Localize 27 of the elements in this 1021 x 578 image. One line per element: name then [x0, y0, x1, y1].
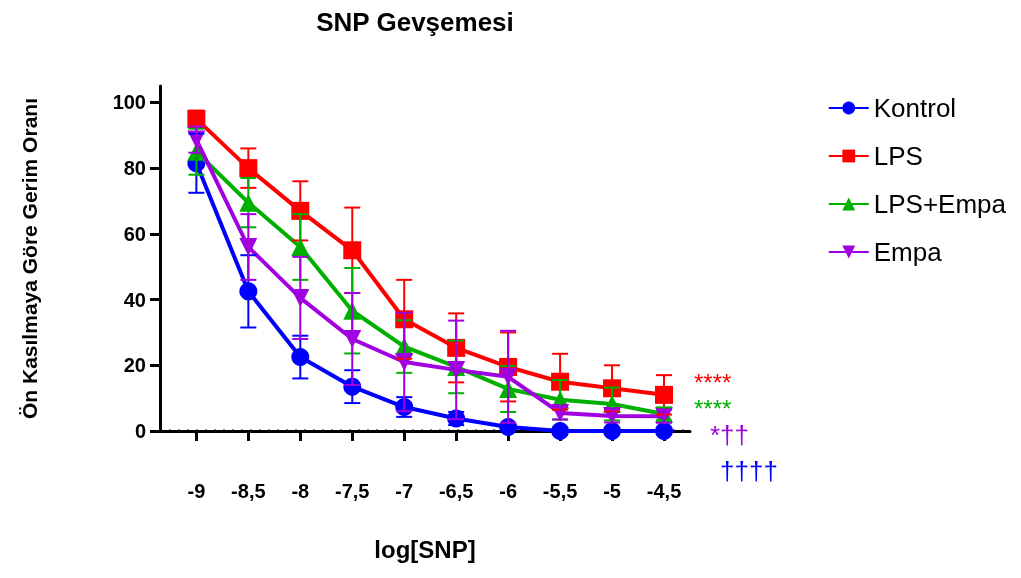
x-tick-label: -9 [187, 480, 206, 502]
y-axis-title: Ön Kasılmaya Göre Gerim Oranı [18, 98, 41, 419]
chart-title: SNP Gevşemesi [316, 7, 514, 37]
x-tick-label: -8,5 [231, 480, 266, 502]
text: **** [694, 394, 732, 422]
y-tick-label: 60 [123, 222, 146, 245]
x-tick-label: -7 [395, 480, 414, 502]
y-tick-label: 80 [123, 157, 146, 180]
x-tick-label: -8 [291, 480, 310, 502]
text: **** [694, 368, 732, 396]
y-tick-label: 0 [134, 420, 146, 442]
x-axis-title: log[SNP] [374, 535, 476, 563]
x-tick-label: -5 [603, 480, 621, 502]
text: †††† [720, 456, 778, 486]
y-tick-label: 100 [112, 91, 146, 114]
x-tick-label: -6 [499, 480, 518, 502]
text: *†† [710, 420, 750, 450]
x-tick-label: -5,5 [542, 480, 578, 502]
y-tick-label: 20 [123, 354, 146, 377]
legend-label: LPS [873, 141, 923, 171]
legend-label: Kontrol [873, 93, 957, 123]
legend-label: LPS+Empa [873, 189, 1007, 219]
x-tick-label: -6,5 [438, 480, 474, 502]
legend-label: Empa [873, 237, 943, 267]
x-tick-label: -4,5 [646, 480, 682, 502]
x-tick-label: -7,5 [335, 480, 370, 502]
y-tick-label: 40 [123, 288, 146, 311]
